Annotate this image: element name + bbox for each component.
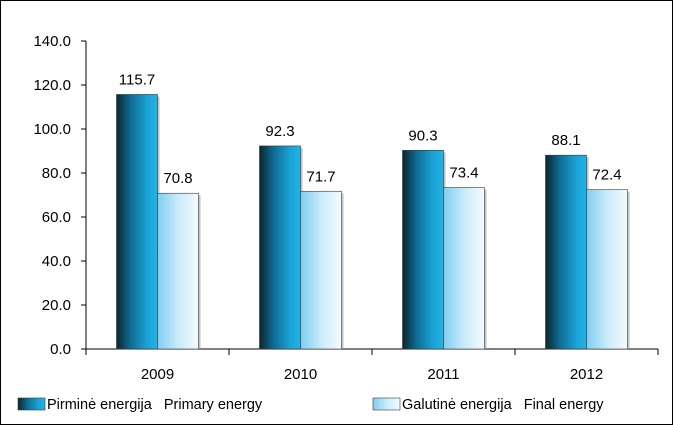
bars (116, 94, 630, 350)
bar-primary-energy (259, 145, 301, 350)
data-label: 115.7 (119, 71, 155, 88)
legend-swatch-final (372, 397, 401, 411)
data-label: 70.8 (163, 170, 192, 187)
legend-swatch-primary (17, 397, 46, 411)
y-tick-label: 80.0 (42, 165, 71, 182)
data-label: 72.4 (592, 167, 621, 184)
x-tick-label: 2011 (427, 366, 459, 383)
y-tick-label: 20.0 (42, 297, 71, 314)
y-axis: 0.0 20.0 40.0 60.0 80.0 100.0 120.0 140.0 (33, 33, 87, 358)
legend-label-final: Galutinė energija Final energy (402, 397, 604, 413)
bar-primary-energy (545, 154, 587, 350)
x-tick-label: 2012 (570, 366, 603, 383)
x-axis: 2009 2010 2011 2012 (85, 348, 659, 383)
data-label: 92.3 (265, 123, 294, 140)
bar-primary-energy (402, 150, 444, 350)
legend: Pirminė energija Primary energy Galutinė … (17, 397, 604, 413)
data-label: 71.7 (306, 168, 335, 185)
y-tick-label: 40.0 (42, 253, 71, 270)
bar-final-energy (443, 187, 485, 350)
bar-final-energy (157, 192, 199, 350)
data-label: 73.4 (449, 165, 478, 182)
y-tick-label: 60.0 (42, 209, 71, 226)
y-tick-label: 0.0 (50, 341, 71, 358)
y-tick-label: 120.0 (33, 77, 71, 94)
bar-final-energy (300, 190, 342, 350)
x-tick-label: 2010 (284, 366, 317, 383)
y-tick-label: 100.0 (33, 121, 71, 138)
data-label: 90.3 (408, 127, 437, 144)
y-tick-label: 140.0 (33, 33, 71, 50)
legend-label-primary: Pirminė energija Primary energy (47, 397, 263, 413)
x-tick-label: 2009 (141, 366, 174, 383)
bar-final-energy (586, 189, 628, 350)
data-label: 88.1 (551, 132, 580, 149)
data-labels: 115.7 70.8 92.3 71.7 90.3 73.4 88.1 72.4 (119, 71, 622, 187)
bar-primary-energy (116, 94, 158, 350)
